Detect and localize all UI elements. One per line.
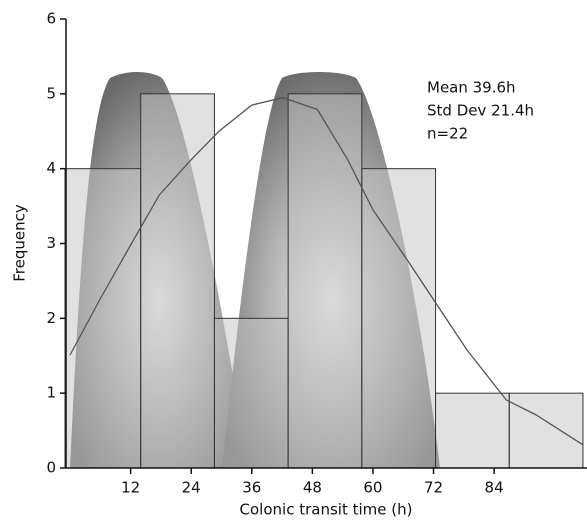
bar [140, 93, 215, 469]
annotation: Mean 39.6h [427, 79, 516, 97]
y-tick-label: 0 [46, 459, 56, 477]
y-tick-label: 4 [46, 159, 56, 177]
x-tick-label: 48 [303, 479, 322, 497]
annotation: n=22 [427, 125, 468, 143]
bar [287, 93, 363, 469]
y-tick-label: 5 [46, 84, 56, 102]
y-tick-label: 1 [46, 384, 56, 402]
x-tick-label: 84 [485, 479, 504, 497]
x-tick-label: 72 [424, 479, 443, 497]
x-axis-label: Colonic transit time (h) [240, 501, 413, 519]
bar [213, 317, 289, 469]
fit-curve [69, 96, 584, 446]
y-axis-label: Frequency [11, 204, 29, 282]
bar [64, 168, 142, 469]
x-tick-label: 60 [363, 479, 382, 497]
annotation: Std Dev 21.4h [427, 102, 534, 120]
x-tick-label: 12 [121, 479, 140, 497]
y-tick-label: 3 [46, 234, 56, 252]
x-tick-label: 36 [242, 479, 261, 497]
x-tick-label: 24 [182, 479, 201, 497]
bar [435, 392, 510, 469]
bar [508, 392, 584, 469]
y-tick-label: 6 [46, 10, 56, 28]
y-tick-label: 2 [46, 309, 56, 327]
bar [361, 168, 437, 469]
